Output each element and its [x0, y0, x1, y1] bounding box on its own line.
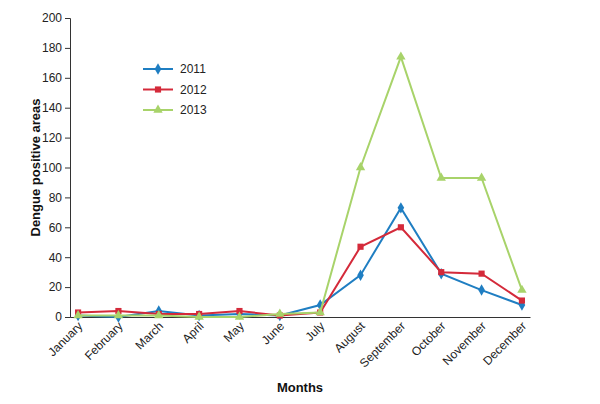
y-tick-mark: [65, 78, 70, 79]
y-tick-mark: [65, 197, 70, 198]
y-tick: 80: [49, 191, 70, 205]
series-marker: [357, 244, 363, 250]
x-tick: March: [133, 319, 166, 352]
series-line: [78, 57, 522, 317]
series-marker: [114, 310, 123, 318]
series-marker: [154, 310, 163, 318]
y-tick-label: 180: [42, 41, 62, 55]
chart: 0 20 40 60 80 100 120 140 160 180 200 JanuaryFebrua…: [0, 0, 600, 404]
series-marker: [478, 271, 484, 277]
y-axis-title: Dengue positive areas: [28, 99, 43, 237]
y-tick-mark: [65, 108, 70, 109]
y-tick-label: 0: [55, 310, 62, 324]
x-tick: June: [259, 319, 288, 348]
y-tick: 120: [42, 131, 70, 145]
series-marker: [315, 307, 324, 315]
x-tick: December: [480, 319, 529, 368]
legend-label: 2013: [180, 103, 207, 117]
y-axis: 0 20 40 60 80 100 120 140 160 180 200: [42, 11, 71, 324]
series-line: [78, 208, 522, 317]
x-tick-label: May: [221, 319, 247, 345]
series-marker: [73, 310, 82, 318]
y-tick: 100: [42, 161, 70, 175]
series-marker: [478, 284, 485, 295]
x-tick-label: February: [82, 319, 126, 363]
y-tick-mark: [65, 18, 70, 19]
x-tick-label: September: [357, 319, 408, 370]
y-tick-mark: [65, 227, 70, 228]
y-tick-label: 100: [42, 161, 62, 175]
y-tick-mark: [65, 287, 70, 288]
x-tick: August: [331, 319, 368, 356]
series-marker: [477, 173, 486, 181]
series-marker: [438, 268, 445, 279]
x-tick-label: June: [259, 319, 288, 348]
y-tick: 20: [49, 280, 70, 294]
series-marker: [519, 297, 525, 303]
y-tick-mark: [65, 168, 70, 169]
y-tick-label: 40: [49, 251, 63, 265]
y-tick-label: 200: [42, 11, 62, 25]
x-tick-label: April: [180, 319, 207, 346]
x-tick-label: December: [480, 319, 529, 368]
series-line: [78, 227, 522, 315]
series-marker: [194, 312, 203, 320]
series-marker: [357, 269, 364, 280]
series-marker: [517, 285, 526, 293]
series-marker: [235, 312, 244, 320]
x-tick-label: October: [408, 319, 448, 359]
x-axis-title: Months: [277, 380, 323, 395]
y-tick-mark: [65, 138, 70, 139]
x-tick-label: January: [45, 319, 85, 359]
x-tick: September: [357, 319, 408, 370]
x-axis: JanuaryFebruaryMarch April May June JulyAugu…: [45, 318, 530, 371]
y-tick-label: 80: [49, 191, 63, 205]
x-tick: February: [82, 319, 126, 363]
x-tick-label: March: [133, 319, 166, 352]
y-tick: 160: [42, 71, 70, 85]
y-tick: 0: [55, 310, 70, 324]
y-tick-mark: [65, 48, 70, 49]
y-tick-label: 160: [42, 71, 62, 85]
y-tick-mark: [65, 317, 70, 318]
legend-label: 2011: [180, 62, 206, 76]
y-tick-mark: [65, 257, 70, 258]
y-tick: 40: [49, 251, 70, 265]
legend-label: 2012: [180, 83, 207, 97]
y-tick-label: 120: [42, 131, 62, 145]
y-tick-label: 60: [49, 221, 63, 235]
x-tick-label: August: [331, 319, 368, 356]
y-tick: 200: [42, 11, 70, 25]
y-tick: 180: [42, 41, 70, 55]
series-marker: [356, 162, 365, 170]
series-marker: [438, 269, 444, 275]
x-tick-label: July: [302, 319, 327, 344]
x-tick: October: [408, 319, 448, 359]
series-marker: [275, 309, 284, 317]
legend: 2011 2012 2013: [143, 62, 207, 117]
series-marker: [398, 224, 404, 230]
legend-marker: [155, 86, 161, 92]
series-marker: [396, 51, 405, 59]
x-axis-line: [71, 317, 531, 318]
series-marker: [437, 173, 446, 181]
legend-marker: [153, 105, 162, 113]
legend-marker: [155, 63, 162, 74]
y-tick-label: 20: [49, 280, 63, 294]
x-tick: April: [180, 319, 207, 346]
plot-area: [73, 51, 526, 322]
x-tick: July: [302, 319, 327, 344]
x-tick: January: [45, 319, 85, 359]
x-tick: May: [221, 319, 247, 345]
y-tick: 60: [49, 221, 70, 235]
y-tick: 140: [42, 101, 70, 115]
series-marker: [398, 202, 405, 213]
y-tick-label: 140: [42, 101, 62, 115]
y-axis-line: [65, 19, 71, 318]
